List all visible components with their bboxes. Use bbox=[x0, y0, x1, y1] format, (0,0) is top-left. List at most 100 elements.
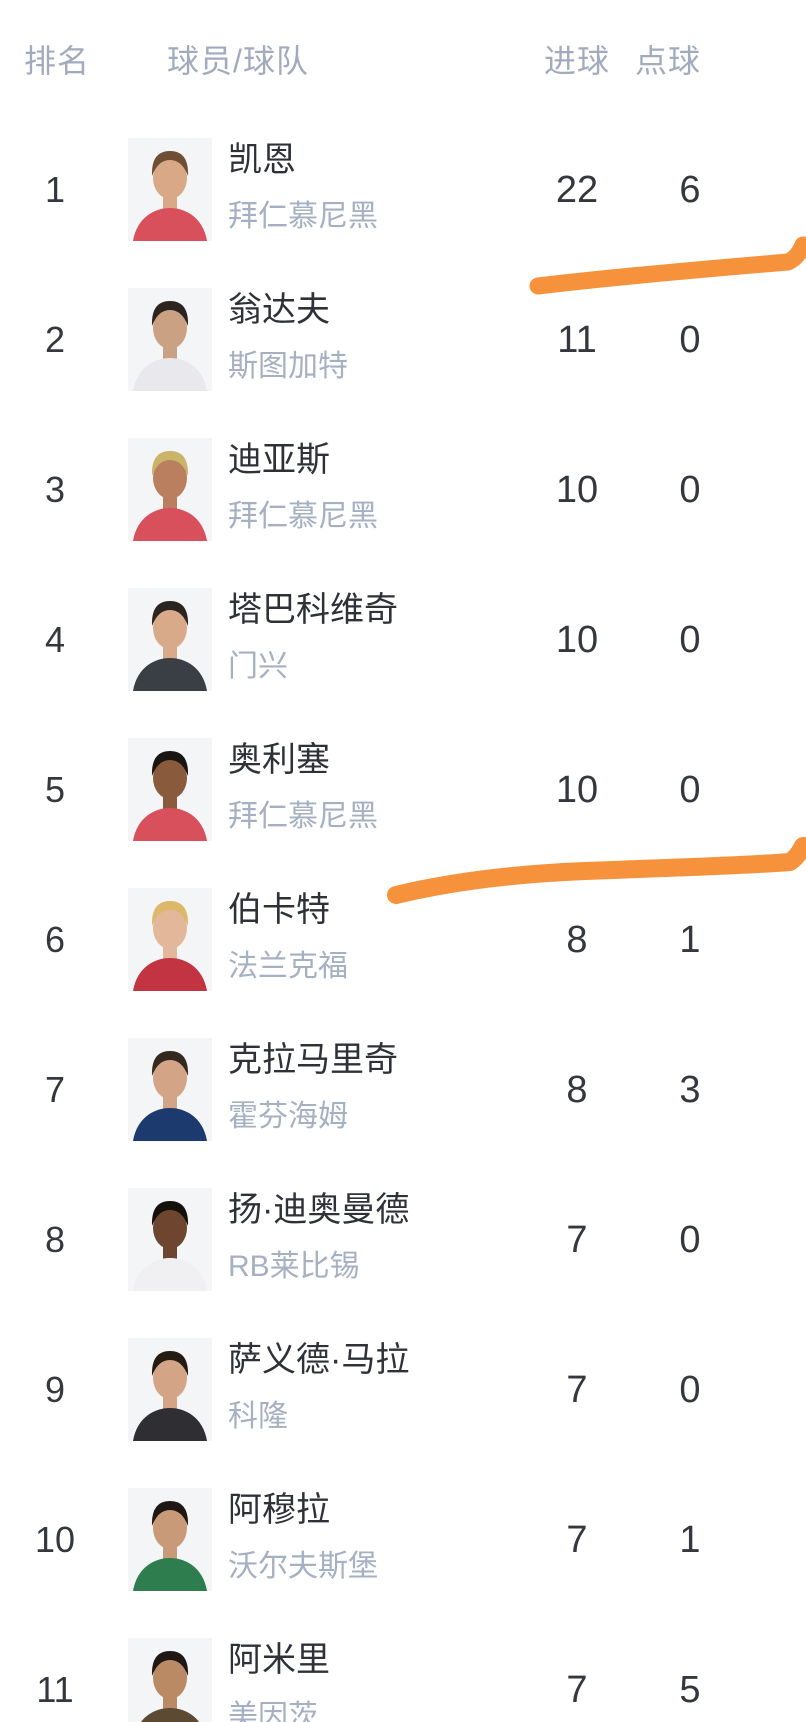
player-avatar-icon bbox=[128, 1488, 212, 1591]
goals-cell: 7 bbox=[566, 1668, 588, 1711]
player-name: 萨义德·马拉 bbox=[228, 1341, 410, 1379]
player-photo bbox=[128, 1488, 212, 1591]
rank-cell: 3 bbox=[44, 469, 66, 510]
table-row[interactable]: 1 凯恩 拜仁慕尼黑 22 6 bbox=[0, 115, 806, 265]
player-team: 沃尔夫斯堡 bbox=[228, 1550, 378, 1583]
table-row[interactable]: 4 塔巴科维奇 门兴 10 0 bbox=[0, 565, 806, 715]
goals-cell: 8 bbox=[566, 918, 588, 961]
rank-cell: 8 bbox=[44, 1219, 66, 1260]
player-photo bbox=[128, 1038, 212, 1141]
goals-cell: 10 bbox=[555, 468, 599, 511]
rank-cell: 11 bbox=[36, 1669, 74, 1710]
player-name: 阿米里 bbox=[228, 1641, 330, 1679]
player-photo bbox=[128, 288, 212, 391]
table-row[interactable]: 2 翁达夫 斯图加特 11 0 bbox=[0, 265, 806, 415]
player-team: 门兴 bbox=[228, 650, 288, 683]
player-info: 萨义德·马拉 科隆 bbox=[228, 1339, 468, 1436]
player-photo bbox=[128, 888, 212, 991]
player-info: 阿米里 美因茨 bbox=[228, 1639, 468, 1722]
penalties-cell: 6 bbox=[679, 168, 701, 211]
player-info: 翁达夫 斯图加特 bbox=[228, 289, 468, 386]
player-name: 奥利塞 bbox=[228, 741, 330, 779]
player-avatar-icon bbox=[128, 1338, 212, 1441]
player-photo bbox=[128, 1338, 212, 1441]
goals-cell: 11 bbox=[557, 318, 597, 361]
penalties-cell: 0 bbox=[679, 768, 701, 811]
player-team: 法兰克福 bbox=[228, 950, 348, 983]
penalties-cell: 0 bbox=[679, 1368, 701, 1411]
player-team: 拜仁慕尼黑 bbox=[228, 500, 378, 533]
rank-cell: 1 bbox=[44, 169, 66, 210]
penalties-cell: 1 bbox=[679, 1518, 701, 1561]
table-row[interactable]: 10 阿穆拉 沃尔夫斯堡 7 1 bbox=[0, 1465, 806, 1615]
player-team: 斯图加特 bbox=[228, 350, 348, 383]
table-row[interactable]: 6 伯卡特 法兰克福 8 1 bbox=[0, 865, 806, 1015]
header-penalties: 点球 bbox=[634, 43, 702, 79]
player-info: 塔巴科维奇 门兴 bbox=[228, 589, 468, 686]
player-name: 翁达夫 bbox=[228, 291, 330, 329]
player-name: 凯恩 bbox=[228, 141, 296, 179]
player-name: 迪亚斯 bbox=[228, 441, 330, 479]
player-avatar-icon bbox=[128, 138, 212, 241]
goals-cell: 10 bbox=[555, 768, 599, 811]
rank-cell: 2 bbox=[44, 319, 66, 360]
goals-cell: 7 bbox=[566, 1518, 588, 1561]
rank-cell: 5 bbox=[44, 769, 66, 810]
rank-cell: 7 bbox=[44, 1069, 66, 1110]
player-team: 科隆 bbox=[228, 1400, 288, 1433]
player-photo bbox=[128, 138, 212, 241]
player-avatar-icon bbox=[128, 1038, 212, 1141]
goals-cell: 10 bbox=[555, 618, 599, 661]
player-photo bbox=[128, 1188, 212, 1291]
table-row[interactable]: 11 阿米里 美因茨 7 5 bbox=[0, 1615, 806, 1722]
player-info: 迪亚斯 拜仁慕尼黑 bbox=[228, 439, 468, 536]
rank-cell: 4 bbox=[44, 619, 66, 660]
player-photo bbox=[128, 438, 212, 541]
player-team: 霍芬海姆 bbox=[228, 1100, 348, 1133]
header-goals: 进球 bbox=[543, 43, 611, 79]
penalties-cell: 0 bbox=[679, 468, 701, 511]
player-avatar-icon bbox=[128, 438, 212, 541]
header-player: 球员/球队 bbox=[167, 43, 309, 79]
player-avatar-icon bbox=[128, 738, 212, 841]
table-row[interactable]: 3 迪亚斯 拜仁慕尼黑 10 0 bbox=[0, 415, 806, 565]
penalties-cell: 0 bbox=[679, 318, 701, 361]
table-row[interactable]: 5 奥利塞 拜仁慕尼黑 10 0 bbox=[0, 715, 806, 865]
player-photo bbox=[128, 738, 212, 841]
player-info: 阿穆拉 沃尔夫斯堡 bbox=[228, 1489, 468, 1586]
player-info: 克拉马里奇 霍芬海姆 bbox=[228, 1039, 468, 1136]
penalties-cell: 0 bbox=[679, 618, 701, 661]
penalties-cell: 3 bbox=[679, 1068, 701, 1111]
player-team: 拜仁慕尼黑 bbox=[228, 800, 378, 833]
goals-cell: 7 bbox=[566, 1218, 588, 1261]
goals-cell: 8 bbox=[566, 1068, 588, 1111]
rank-cell: 10 bbox=[34, 1519, 76, 1560]
player-team: 美因茨 bbox=[228, 1700, 318, 1722]
goals-cell: 22 bbox=[555, 168, 599, 211]
table-header-row: 排名 球员/球队 进球 点球 bbox=[0, 0, 806, 115]
player-team: 拜仁慕尼黑 bbox=[228, 200, 378, 233]
rank-cell: 9 bbox=[44, 1369, 66, 1410]
player-name: 阿穆拉 bbox=[228, 1491, 330, 1529]
player-info: 奥利塞 拜仁慕尼黑 bbox=[228, 739, 468, 836]
player-avatar-icon bbox=[128, 1188, 212, 1291]
player-info: 凯恩 拜仁慕尼黑 bbox=[228, 139, 468, 236]
penalties-cell: 5 bbox=[679, 1668, 701, 1711]
player-name: 塔巴科维奇 bbox=[228, 591, 398, 629]
table-row[interactable]: 8 扬·迪奥曼德 RB莱比锡 7 0 bbox=[0, 1165, 806, 1315]
player-avatar-icon bbox=[128, 1638, 212, 1722]
table-row[interactable]: 7 克拉马里奇 霍芬海姆 8 3 bbox=[0, 1015, 806, 1165]
header-rank: 排名 bbox=[23, 43, 91, 79]
player-info: 扬·迪奥曼德 RB莱比锡 bbox=[228, 1189, 468, 1286]
player-avatar-icon bbox=[128, 888, 212, 991]
goals-cell: 7 bbox=[566, 1368, 588, 1411]
penalties-cell: 0 bbox=[679, 1218, 701, 1261]
player-photo bbox=[128, 1638, 212, 1722]
player-info: 伯卡特 法兰克福 bbox=[228, 889, 468, 986]
table-row[interactable]: 9 萨义德·马拉 科隆 7 0 bbox=[0, 1315, 806, 1465]
player-team: RB莱比锡 bbox=[228, 1250, 360, 1283]
player-photo bbox=[128, 588, 212, 691]
player-name: 伯卡特 bbox=[228, 891, 330, 929]
player-name: 扬·迪奥曼德 bbox=[228, 1191, 410, 1229]
